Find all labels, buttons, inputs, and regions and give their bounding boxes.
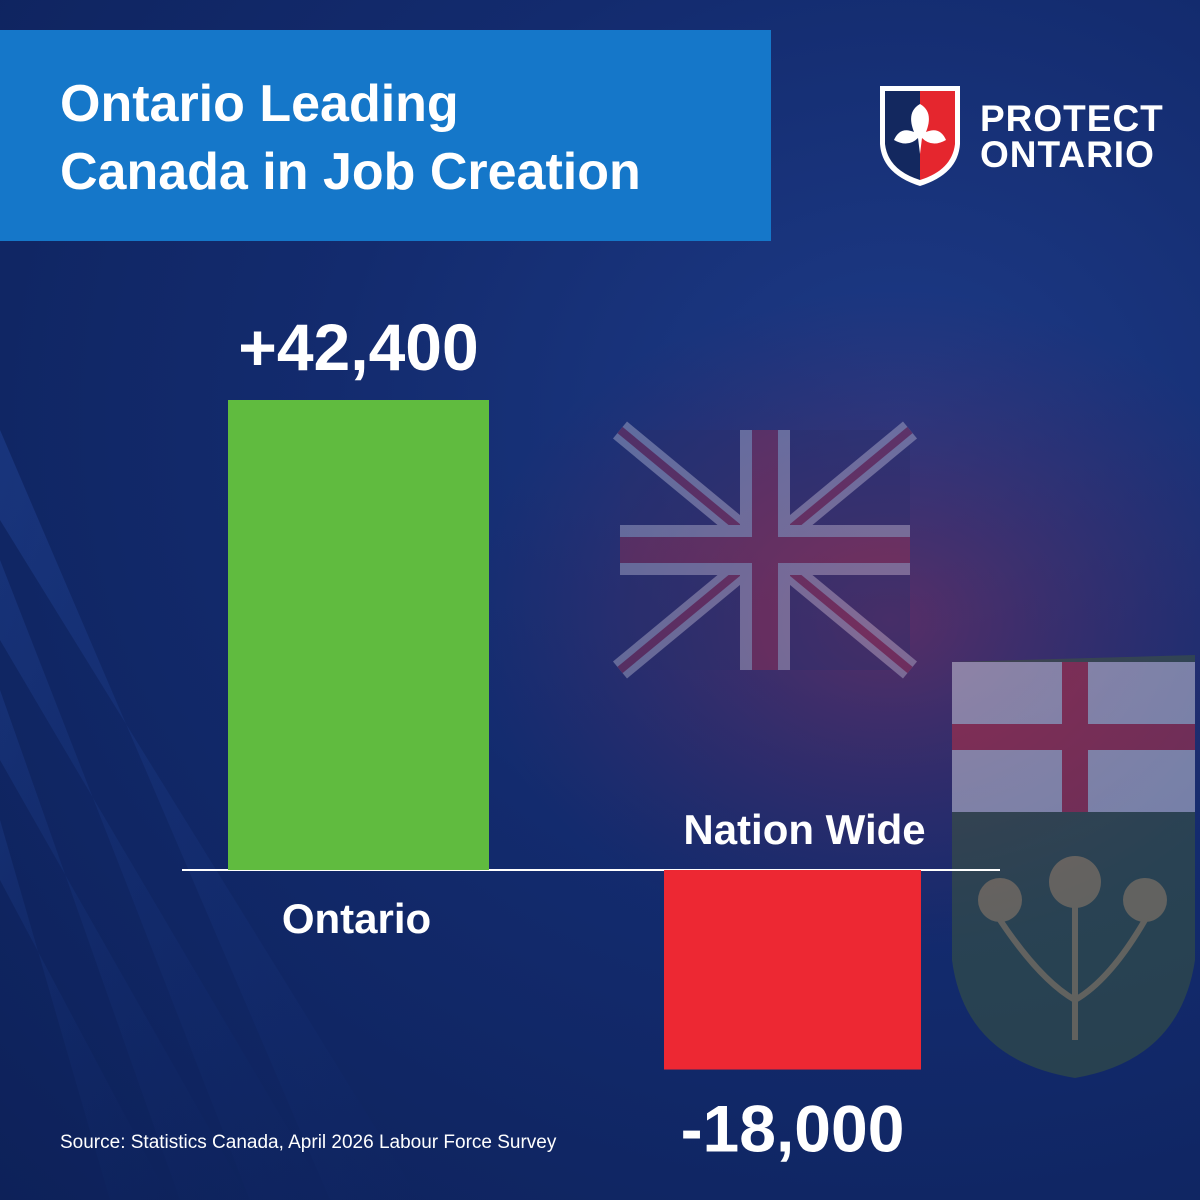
trillium-shield-icon bbox=[880, 86, 960, 186]
brand-line-2: ONTARIO bbox=[980, 134, 1155, 175]
union-jack-icon bbox=[612, 421, 918, 679]
value-label-ontario: +42,400 bbox=[238, 310, 478, 384]
category-label-ontario: Ontario bbox=[282, 895, 431, 942]
coat-of-arms-icon bbox=[952, 655, 1195, 1078]
bar-nation-wide bbox=[664, 870, 921, 1070]
chart-bars bbox=[228, 400, 921, 1070]
chart-labels: +42,400 Ontario -18,000 Nation Wide bbox=[238, 310, 925, 1166]
value-label-nation-wide: -18,000 bbox=[681, 1092, 905, 1166]
protect-ontario-logo: PROTECT ONTARIO bbox=[876, 82, 1163, 188]
page-title-line-1: Ontario Leading bbox=[60, 75, 459, 133]
brand-line-1: PROTECT bbox=[980, 98, 1164, 139]
title-box: Ontario Leading Canada in Job Creation bbox=[0, 30, 771, 241]
bar-ontario bbox=[228, 400, 489, 870]
source-note: Source: Statistics Canada, April 2026 La… bbox=[60, 1132, 557, 1153]
page-title-line-2: Canada in Job Creation bbox=[60, 143, 641, 201]
category-label-nation-wide: Nation Wide bbox=[683, 806, 925, 853]
